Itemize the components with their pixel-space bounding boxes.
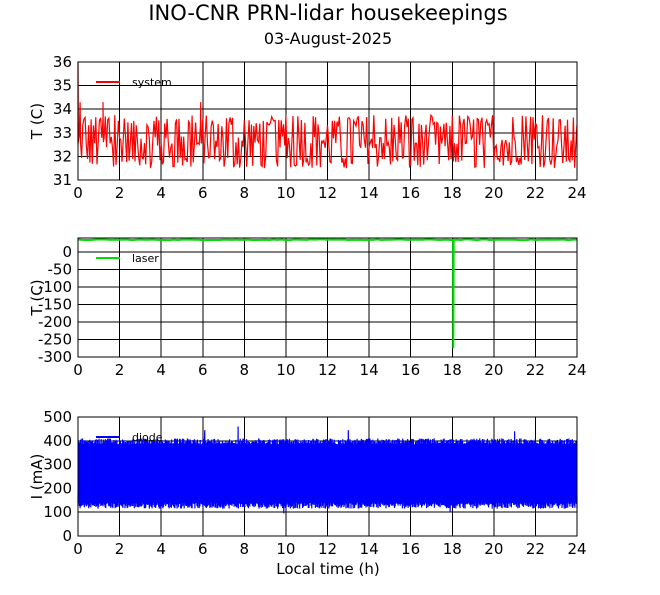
chart-subtitle: 03-August-2025 <box>264 29 392 48</box>
diode-series-line <box>77 426 578 514</box>
plot-frame <box>77 416 578 537</box>
x-tick-label: 20 <box>484 184 503 202</box>
y-tick-label: 35 <box>53 77 72 95</box>
x-tick-label: 8 <box>240 361 250 379</box>
y-tick-label: -300 <box>38 348 72 366</box>
y-axis-label: T (C) <box>28 279 46 316</box>
x-tick-label: 12 <box>318 184 337 202</box>
x-tick-label: 20 <box>484 540 503 558</box>
x-tick-label: 22 <box>526 361 545 379</box>
x-tick-label: 0 <box>73 540 83 558</box>
x-tick-label: 24 <box>567 361 586 379</box>
diode-legend-label: diode <box>132 431 163 444</box>
x-tick-label: 0 <box>73 184 83 202</box>
x-tick-label: 6 <box>198 540 208 558</box>
x-tick-label: 14 <box>360 540 379 558</box>
x-tick-label: 2 <box>115 361 125 379</box>
x-tick-label: 2 <box>115 540 125 558</box>
y-axis-label: T (C) <box>28 103 46 140</box>
x-tick-label: 8 <box>240 184 250 202</box>
y-tick-label: 400 <box>43 432 72 450</box>
system-series-line <box>77 61 578 169</box>
y-tick-label: 0 <box>62 243 72 261</box>
x-tick-label: 10 <box>276 361 295 379</box>
x-tick-label: 10 <box>276 184 295 202</box>
y-tick-label: -200 <box>38 313 72 331</box>
x-tick-label: 16 <box>401 361 420 379</box>
y-tick-label: -50 <box>48 261 73 279</box>
x-tick-label: 24 <box>567 184 586 202</box>
x-tick-label: 16 <box>401 184 420 202</box>
y-tick-label: 100 <box>43 503 72 521</box>
x-tick-label: 18 <box>443 361 462 379</box>
y-axis-label: I (mA) <box>28 454 46 500</box>
y-tick-label: -250 <box>38 331 72 349</box>
plot-frame <box>77 237 578 358</box>
x-tick-label: 4 <box>156 540 166 558</box>
x-tick-label: 18 <box>443 540 462 558</box>
x-tick-label: 10 <box>276 540 295 558</box>
y-tick-label: 36 <box>53 53 72 71</box>
chart-title: INO-CNR PRN-lidar housekeepings <box>148 1 507 25</box>
y-tick-label: 33 <box>53 124 72 142</box>
x-tick-label: 22 <box>526 184 545 202</box>
x-tick-label: 20 <box>484 361 503 379</box>
y-tick-label: 300 <box>43 456 72 474</box>
x-tick-label: 4 <box>156 184 166 202</box>
y-tick-label: 500 <box>43 408 72 426</box>
laser-legend-label: laser <box>132 252 159 265</box>
x-tick-label: 2 <box>115 184 125 202</box>
system-legend-label: system <box>132 76 172 89</box>
x-tick-label: 14 <box>360 184 379 202</box>
y-tick-label: 31 <box>53 171 72 189</box>
x-tick-label: 12 <box>318 540 337 558</box>
y-tick-label: 0 <box>62 527 72 545</box>
y-tick-label: -100 <box>38 278 72 296</box>
plot-frame <box>77 61 578 181</box>
x-tick-label: 4 <box>156 361 166 379</box>
x-tick-label: 12 <box>318 361 337 379</box>
y-tick-label: 200 <box>43 479 72 497</box>
x-tick-label: 6 <box>198 184 208 202</box>
laser-series-line <box>77 238 577 349</box>
y-tick-label: 34 <box>53 100 72 118</box>
x-tick-label: 16 <box>401 540 420 558</box>
x-tick-label: 6 <box>198 361 208 379</box>
x-tick-label: 14 <box>360 361 379 379</box>
x-tick-label: 24 <box>567 540 586 558</box>
x-tick-label: 0 <box>73 361 83 379</box>
y-tick-label: 32 <box>53 147 72 165</box>
x-tick-label: 18 <box>443 184 462 202</box>
x-tick-label: 22 <box>526 540 545 558</box>
x-tick-label: 8 <box>240 540 250 558</box>
x-axis-label: Local time (h) <box>276 560 380 578</box>
y-tick-label: -150 <box>38 296 72 314</box>
